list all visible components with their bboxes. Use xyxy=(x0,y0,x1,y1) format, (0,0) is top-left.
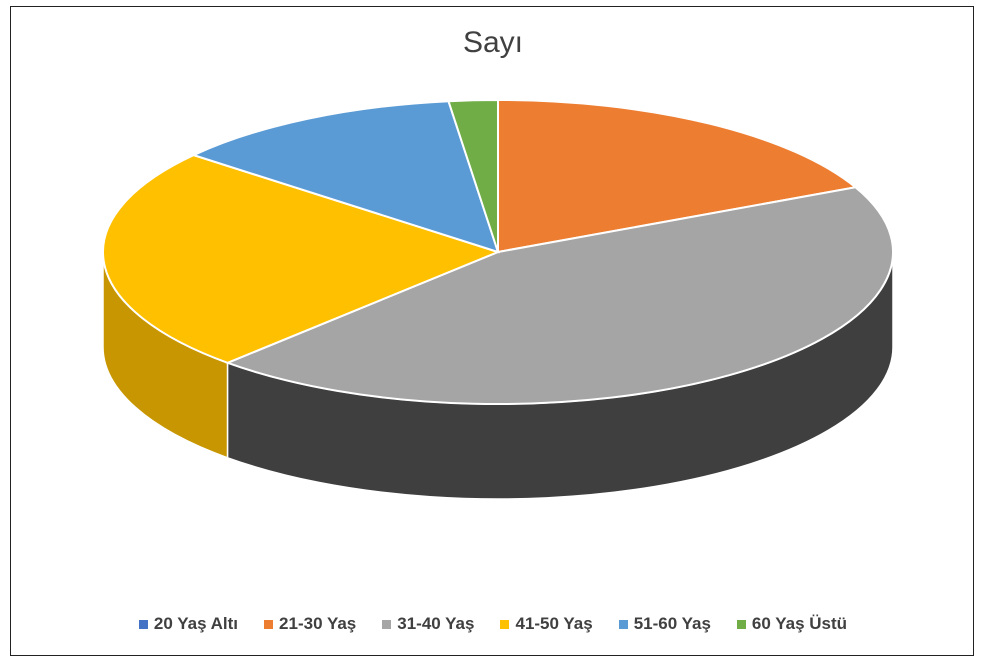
slice-4 xyxy=(190,100,500,254)
slice-3 xyxy=(102,154,501,364)
legend-label: 51-60 Yaş xyxy=(633,614,711,633)
legend-item: 60 Yaş Üstü xyxy=(736,614,848,634)
legend-swatch xyxy=(500,619,510,629)
slice-5 xyxy=(447,98,499,253)
chart-title: Sayı xyxy=(462,26,524,59)
legend-label: 41-50 Yaş xyxy=(515,614,593,633)
legend: 20 Yaş Altı 21-30 Yaş 31-40 Yaş 41-50 Yaş 51… xyxy=(0,614,986,634)
legend-item: 51-60 Yaş xyxy=(618,614,711,634)
slice-1 xyxy=(497,98,858,254)
legend-swatch xyxy=(618,619,628,629)
legend-item: 41-50 Yaş xyxy=(500,614,593,634)
legend-item: 31-40 Yaş xyxy=(382,614,474,634)
legend-item: 21-30 Yaş xyxy=(264,614,356,634)
legend-swatch xyxy=(382,619,392,629)
legend-swatch xyxy=(264,619,274,629)
legend-item: 20 Yaş Altı xyxy=(138,614,239,634)
slice-2 xyxy=(224,186,894,405)
legend-label: 20 Yaş Altı xyxy=(153,614,239,633)
legend-swatch xyxy=(138,619,148,629)
legend-label: 60 Yaş Üstü xyxy=(751,614,848,633)
legend-swatch xyxy=(736,619,746,629)
legend-label: 21-30 Yaş xyxy=(279,614,357,633)
legend-label: 31-40 Yaş xyxy=(397,614,475,633)
